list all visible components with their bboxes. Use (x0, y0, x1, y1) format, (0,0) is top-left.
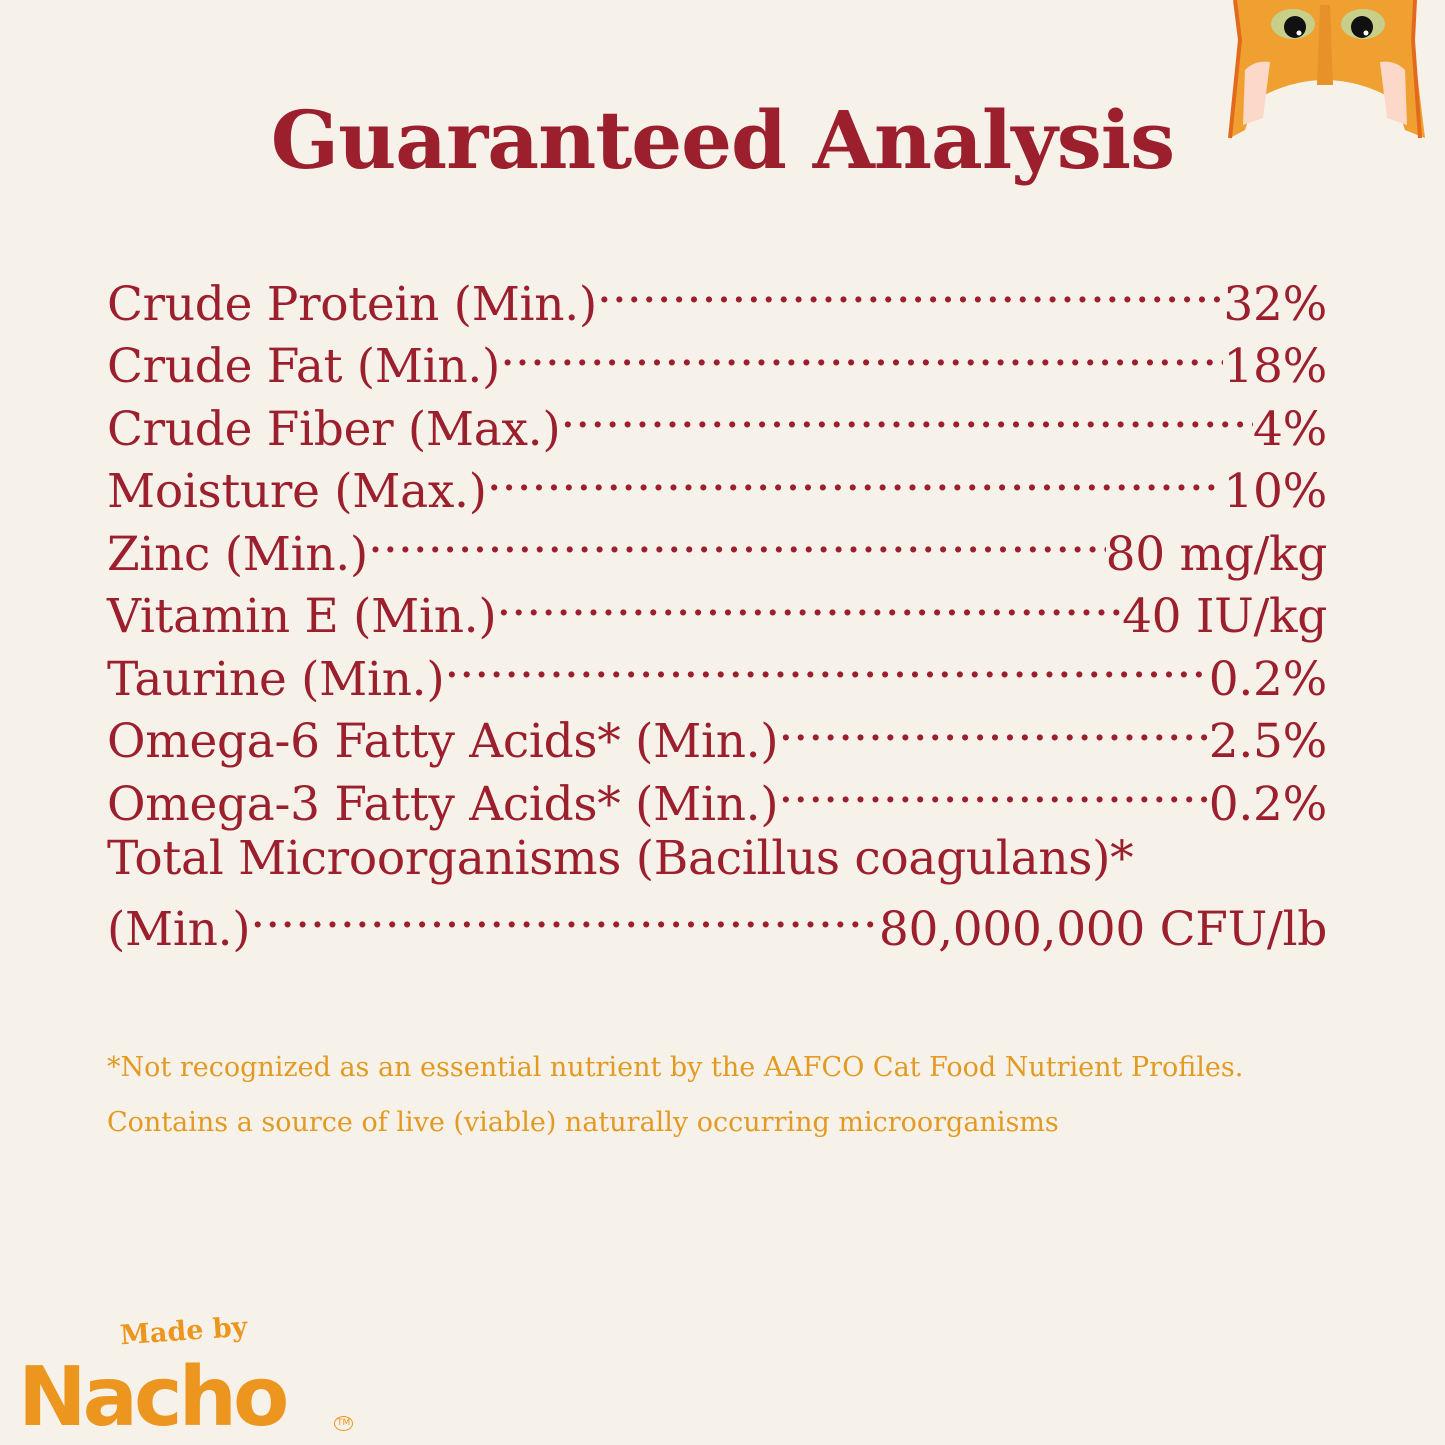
dot-leader (368, 518, 1106, 570)
nacho-logo: Made by Nacho TM (18, 1312, 358, 1445)
nutrient-label: Omega-6 Fatty Acids* (Min.) (107, 714, 779, 770)
nutrient-value: 10% (1223, 464, 1327, 520)
nutrient-row: Crude Fat (Min.) 18% (107, 331, 1327, 395)
nutrient-label-line: Total Microorganisms (Bacillus coagulans… (107, 830, 1134, 886)
nutrient-row: Vitamin E (Min.) 40 IU/kg (107, 581, 1327, 645)
footnotes: *Not recognized as an essential nutrient… (107, 1040, 1243, 1150)
nutrient-label: Taurine (Min.) (107, 651, 445, 707)
dot-leader (250, 893, 879, 945)
nutrient-value: 18% (1223, 339, 1327, 395)
nutrient-row: Crude Protein (Min.) 32% (107, 268, 1327, 332)
nutrient-row: (Min.) 80,000,000 CFU/lb (107, 893, 1327, 957)
nutrient-value: 0.2% (1208, 651, 1328, 707)
dot-leader (560, 393, 1253, 445)
dot-leader (500, 331, 1223, 383)
trademark-mark: TM (334, 1416, 354, 1431)
nutrient-label: Zinc (Min.) (107, 526, 368, 582)
nutrient-label: Moisture (Max.) (107, 464, 487, 520)
logo-brand: Nacho (18, 1350, 289, 1445)
nutrient-label: Crude Fiber (Max.) (107, 401, 561, 457)
nutrient-label: Crude Protein (Min.) (107, 276, 597, 332)
nutrient-row: Omega-3 Fatty Acids* (Min.) 0.2% (107, 768, 1328, 832)
nutrient-row: Zinc (Min.) 80 mg/kg (107, 518, 1328, 582)
cat-face-illustration-icon (1225, 0, 1425, 149)
nutrient-value: 2.5% (1208, 714, 1328, 770)
dot-leader (487, 456, 1224, 508)
nutrient-value: 80 mg/kg (1105, 526, 1328, 582)
nutrient-row: Crude Fiber (Max.) 4% (107, 393, 1327, 457)
nutrient-value: 0.2% (1208, 776, 1328, 832)
dot-leader (778, 768, 1208, 820)
dot-leader (597, 268, 1224, 320)
nutrient-label: Crude Fat (Min.) (107, 339, 501, 395)
nutrient-label: Omega-3 Fatty Acids* (Min.) (107, 776, 779, 832)
page-title: Guaranteed Analysis (270, 93, 1175, 187)
dot-leader (444, 643, 1208, 695)
guaranteed-analysis-list: Crude Protein (Min.) 32% Crude Fat (Min.) 1… (107, 268, 1328, 957)
dot-leader (496, 581, 1122, 633)
nutrient-value: 32% (1223, 276, 1327, 332)
dot-leader (778, 706, 1208, 758)
nutrient-label: Vitamin E (Min.) (107, 589, 497, 645)
nutrient-row: Omega-6 Fatty Acids* (Min.) 2.5% (107, 706, 1328, 770)
nutrient-value: 40 IU/kg (1122, 589, 1327, 645)
nutrient-value: 80,000,000 CFU/lb (878, 901, 1327, 957)
nutrient-row: Taurine (Min.) 0.2% (107, 643, 1328, 707)
nutrient-value: 4% (1253, 401, 1327, 457)
logo-made-by: Made by (119, 1311, 249, 1352)
footnote-aafco: *Not recognized as an essential nutrient… (107, 1052, 1244, 1083)
footnote-microorganisms: Contains a source of live (viable) natur… (107, 1107, 1059, 1138)
nutrient-label: (Min.) (107, 901, 251, 957)
nutrient-row: Moisture (Max.) 10% (107, 456, 1327, 520)
